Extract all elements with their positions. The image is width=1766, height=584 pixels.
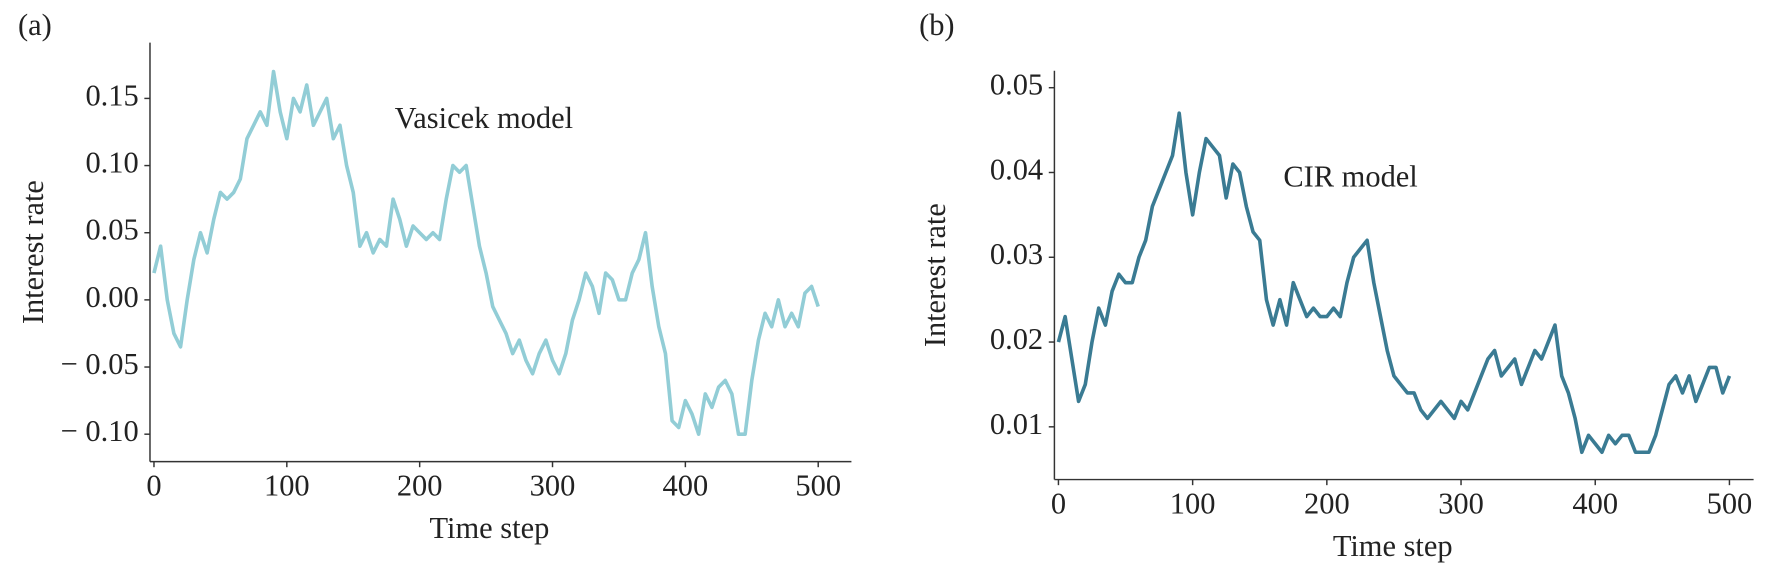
y-tick-label: 0.04 — [990, 152, 1043, 186]
y-tick-label: 0.05 — [85, 213, 138, 247]
x-tick-label: 200 — [1304, 487, 1350, 521]
x-tick-label: 400 — [1572, 487, 1618, 521]
x-tick-label: 0 — [146, 469, 161, 503]
y-tick-label: 0.15 — [85, 78, 138, 112]
line-series — [152, 69, 820, 436]
line-series — [1056, 111, 1732, 455]
panel-label: (b) — [919, 8, 954, 42]
x-tick-label: 400 — [663, 469, 709, 503]
y-tick-label: 0.10 — [85, 146, 138, 180]
x-tick-label: 0 — [1051, 487, 1066, 521]
x-tick-label: 100 — [264, 469, 310, 503]
y-axis-label: Interest rate — [16, 180, 50, 324]
y-tick-label: 0.02 — [990, 322, 1043, 356]
y-tick-label: 0.03 — [990, 237, 1043, 271]
panel-label: (a) — [18, 8, 52, 42]
x-tick-label: 300 — [1438, 487, 1484, 521]
annotation: CIR model — [1283, 160, 1417, 194]
x-tick-label: 200 — [397, 469, 443, 503]
x-tick-label: 500 — [1707, 487, 1753, 521]
y-tick-label: − 0.05 — [61, 347, 139, 381]
y-axis-label: Interest rate — [918, 203, 952, 347]
x-axis-label: Time step — [430, 511, 550, 545]
x-tick-label: 100 — [1170, 487, 1216, 521]
x-tick-label: 300 — [530, 469, 576, 503]
annotation: Vasicek model — [395, 101, 573, 135]
x-axis-label: Time step — [1333, 529, 1453, 563]
y-tick-label: 0.00 — [85, 280, 138, 314]
x-tick-label: 500 — [795, 469, 841, 503]
y-tick-label: − 0.10 — [61, 414, 139, 448]
y-tick-label: 0.05 — [990, 68, 1043, 102]
y-tick-label: 0.01 — [990, 407, 1043, 441]
